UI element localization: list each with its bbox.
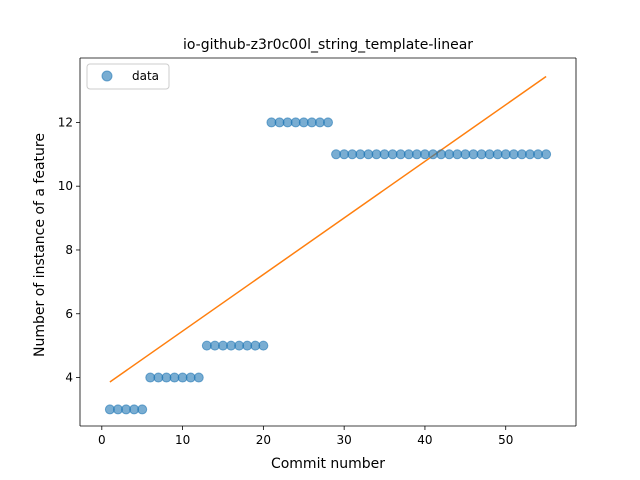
x-tick-label: 20 <box>256 433 271 447</box>
data-point <box>258 340 269 351</box>
y-tick-label: 4 <box>65 371 73 385</box>
fit-line <box>109 75 547 383</box>
fit-line-layer <box>109 75 547 383</box>
x-tick-label: 10 <box>175 433 190 447</box>
x-tick-label: 0 <box>98 433 106 447</box>
axes-layer <box>79 57 577 427</box>
y-tick-label: 12 <box>58 115 73 129</box>
y-tick-label: 8 <box>65 243 73 257</box>
x-tick-label: 50 <box>498 433 513 447</box>
data-point <box>323 117 333 128</box>
chart-title: io-github-z3r0c00l_string_template-linea… <box>183 37 473 53</box>
plot-area <box>80 58 576 426</box>
legend-marker-data <box>101 70 113 82</box>
x-axis-label: Commit number <box>271 456 385 472</box>
y-tick-label: 6 <box>65 307 73 321</box>
ticks-layer: 0 10 20 30 40 50 4 6 8 10 12 <box>58 115 514 447</box>
y-tick-label: 10 <box>58 179 73 193</box>
data-point <box>137 404 148 415</box>
x-tick-label: 30 <box>337 433 352 447</box>
data-point <box>541 149 552 160</box>
x-tick-label: 40 <box>417 433 432 447</box>
y-axis-label: Number of instance of a feature <box>32 133 48 357</box>
legend-label-data: data <box>132 69 159 83</box>
plot-background <box>80 58 576 426</box>
points-layer <box>104 117 552 415</box>
data-point <box>193 372 204 383</box>
legend: data <box>86 63 170 90</box>
legend-box <box>86 63 170 90</box>
